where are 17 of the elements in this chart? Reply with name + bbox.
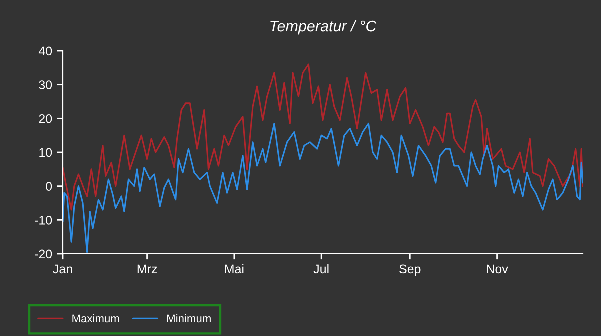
x-tick-label: Mrz (138, 264, 158, 274)
x-tick-label: Jan (53, 264, 72, 274)
y-tick-label: -20 (35, 250, 52, 259)
chart-title: Temperatur / °C (270, 20, 377, 35)
x-tick-label: Mai (225, 264, 244, 274)
x-tick-label: Nov (487, 264, 508, 274)
y-tick-label: 20 (39, 114, 52, 124)
line-series (63, 64, 583, 211)
x-tick-label: Sep (400, 264, 421, 276)
y-tick-label: 10 (40, 148, 52, 158)
y-tick-label: 40 (38, 46, 52, 56)
x-tick-label: Jul (314, 264, 329, 274)
legend-label: Maximum (72, 314, 120, 323)
y-tick-label: 30 (39, 80, 52, 90)
y-tick-label: 0 (46, 182, 52, 191)
legend-label: Minimum (168, 314, 211, 323)
y-tick-label: -10 (35, 216, 52, 225)
